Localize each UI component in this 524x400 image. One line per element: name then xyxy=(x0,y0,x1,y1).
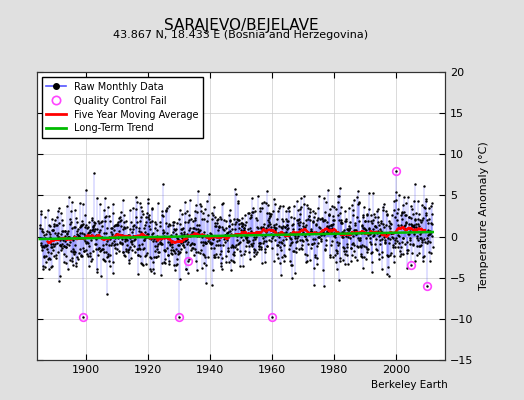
Y-axis label: Temperature Anomaly (°C): Temperature Anomaly (°C) xyxy=(479,142,489,290)
Legend: Raw Monthly Data, Quality Control Fail, Five Year Moving Average, Long-Term Tren: Raw Monthly Data, Quality Control Fail, … xyxy=(41,77,203,138)
Text: Berkeley Earth: Berkeley Earth xyxy=(372,380,448,390)
Text: 43.867 N, 18.433 E (Bosnia and Herzegovina): 43.867 N, 18.433 E (Bosnia and Herzegovi… xyxy=(114,30,368,40)
Text: SARAJEVO/BEJELAVE: SARAJEVO/BEJELAVE xyxy=(163,18,319,33)
